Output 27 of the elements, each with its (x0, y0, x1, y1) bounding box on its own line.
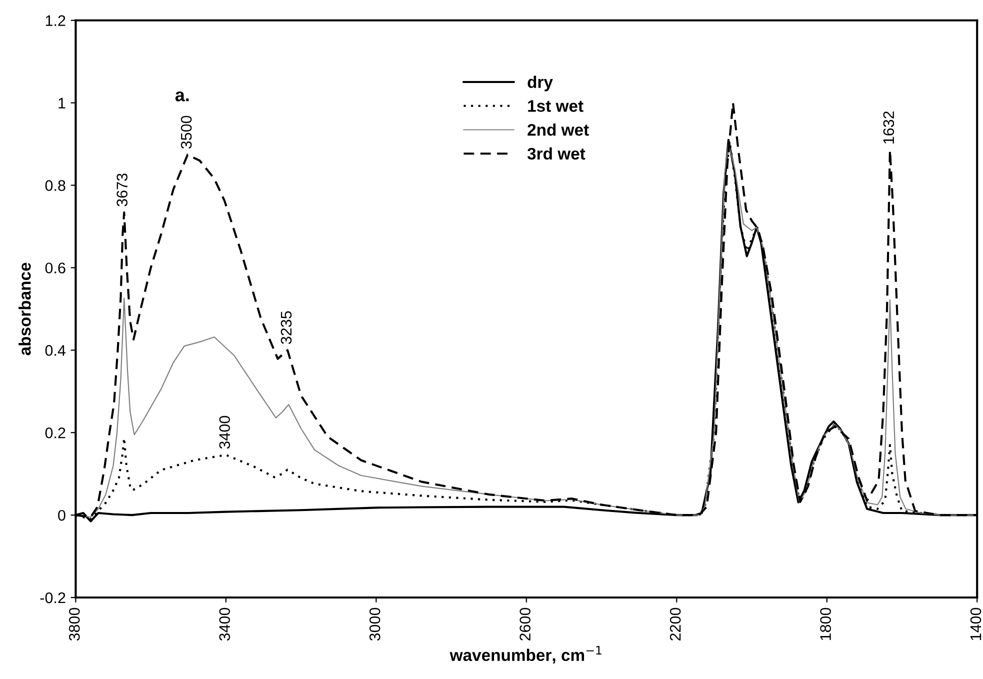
annotation: a. (175, 91, 189, 102)
annotation: 1632 (883, 111, 894, 144)
y-tick-label: 1 (58, 98, 66, 108)
annotation: 3235 (280, 311, 292, 344)
x-axis-title: wavenumber, cm$^{−1}$ (450, 646, 602, 664)
y-tick-label: 0.6 (45, 262, 66, 274)
y-tick-label: 0.8 (45, 180, 66, 191)
annotation: 3500 (180, 116, 192, 149)
x-tick-label: 3000 (369, 608, 380, 641)
y-tick-label: -0.2 (40, 592, 66, 604)
y-tick-label: 1.2 (46, 15, 66, 26)
legend-label: 1st wet (528, 100, 584, 112)
x-tick-label: 2600 (520, 608, 530, 640)
legend-label: dry (528, 76, 553, 92)
legend-label: 2nd wet (528, 124, 589, 136)
x-tick-label: 3800 (68, 608, 80, 641)
annotation: 3400 (219, 416, 230, 449)
legend-label: 3rd wet (527, 147, 586, 160)
annotation: 3673 (116, 174, 128, 206)
x-tick-label: 2200 (670, 608, 681, 640)
y-axis-title: absorbance (18, 262, 31, 356)
x-tick-label: 1800 (820, 608, 831, 640)
y-tick-label: 0.2 (45, 427, 66, 438)
y-tick-label: 0.4 (45, 345, 66, 356)
x-tick-label: 1400 (970, 608, 982, 640)
x-tick-label: 3400 (219, 608, 230, 641)
y-tick-label: 0 (58, 510, 66, 521)
